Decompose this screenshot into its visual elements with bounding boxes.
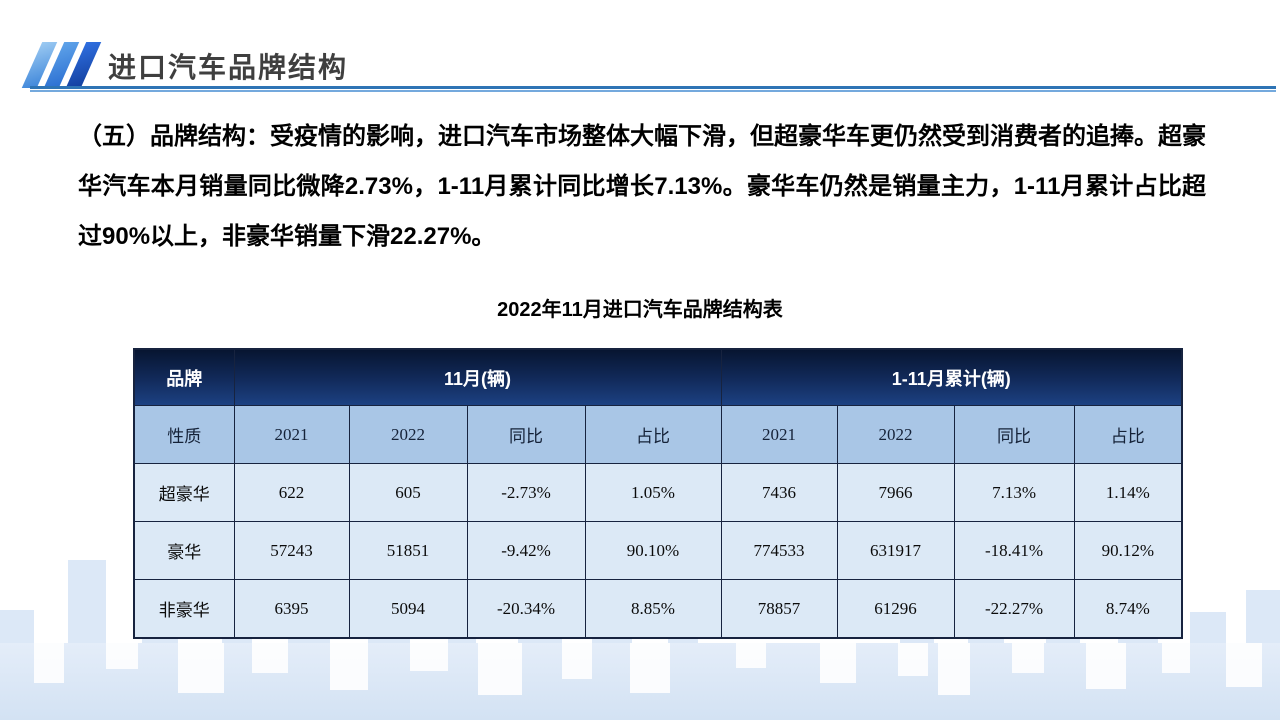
slide-logo-slashes-icon [21, 40, 108, 90]
table-cell: 78857 [720, 579, 838, 639]
body-paragraph: （五）品牌结构：受疫情的影响，进口汽车市场整体大幅下滑，但超豪华车更仍然受到消费… [78, 123, 1206, 250]
column-header-nature: 性质 [133, 405, 235, 464]
table-cell: 90.10% [584, 521, 722, 580]
column-header-brand: 品牌 [133, 348, 235, 406]
table-cell: 605 [348, 463, 468, 522]
table-cell: 5094 [348, 579, 468, 639]
column-header-2022-cum: 2022 [836, 405, 955, 464]
table-row-luxury: 豪华 57243 51851 -9.42% 90.10% 774533 6319… [133, 521, 1183, 580]
table-cell: 1.14% [1073, 463, 1183, 522]
table-cell: 7436 [720, 463, 838, 522]
column-header-2022-nov: 2022 [348, 405, 468, 464]
table-cell: 51851 [348, 521, 468, 580]
table-cell: 7.13% [953, 463, 1075, 522]
title-underline [30, 86, 1276, 92]
table-cell: 8.85% [584, 579, 722, 639]
column-header-2021-nov: 2021 [233, 405, 350, 464]
table-cell: 8.74% [1073, 579, 1183, 639]
table-cell: 61296 [836, 579, 955, 639]
table-cell: 57243 [233, 521, 350, 580]
table-cell: 622 [233, 463, 350, 522]
table-cell: 774533 [720, 521, 838, 580]
table-row-non-luxury: 非豪华 6395 5094 -20.34% 8.85% 78857 61296 … [133, 579, 1183, 639]
table-group-header-row: 品牌 11月(辆) 1-11月累计(辆) [133, 348, 1183, 406]
column-header-yoy-nov: 同比 [466, 405, 586, 464]
column-header-2021-cum: 2021 [720, 405, 838, 464]
title-underline-light [30, 90, 1276, 92]
table-cell: -9.42% [466, 521, 586, 580]
column-header-share-cum: 占比 [1073, 405, 1183, 464]
column-header-share-nov: 占比 [584, 405, 722, 464]
title-underline-dark [30, 86, 1276, 89]
column-header-yoy-cum: 同比 [953, 405, 1075, 464]
table-subheader-row: 性质 2021 2022 同比 占比 2021 2022 同比 占比 [133, 405, 1183, 464]
row-label: 豪华 [133, 521, 235, 580]
table-title: 2022年11月进口汽车品牌结构表 [497, 299, 783, 321]
table-cell: -22.27% [953, 579, 1075, 639]
table-cell: 6395 [233, 579, 350, 639]
table-row-super-luxury: 超豪华 622 605 -2.73% 1.05% 7436 7966 7.13%… [133, 463, 1183, 522]
table-cell: 631917 [836, 521, 955, 580]
column-group-november: 11月(辆) [233, 348, 722, 406]
row-label: 非豪华 [133, 579, 235, 639]
brand-structure-table: 品牌 11月(辆) 1-11月累计(辆) 性质 2021 2022 同比 占比 … [133, 348, 1184, 639]
table-cell: -18.41% [953, 521, 1075, 580]
row-label: 超豪华 [133, 463, 235, 522]
page-title: 进口汽车品牌结构 [108, 52, 349, 83]
table-cell: 7966 [836, 463, 955, 522]
table-cell: -2.73% [466, 463, 586, 522]
column-group-cumulative: 1-11月累计(辆) [720, 348, 1183, 406]
table-cell: -20.34% [466, 579, 586, 639]
table-cell: 1.05% [584, 463, 722, 522]
table-cell: 90.12% [1073, 521, 1183, 580]
